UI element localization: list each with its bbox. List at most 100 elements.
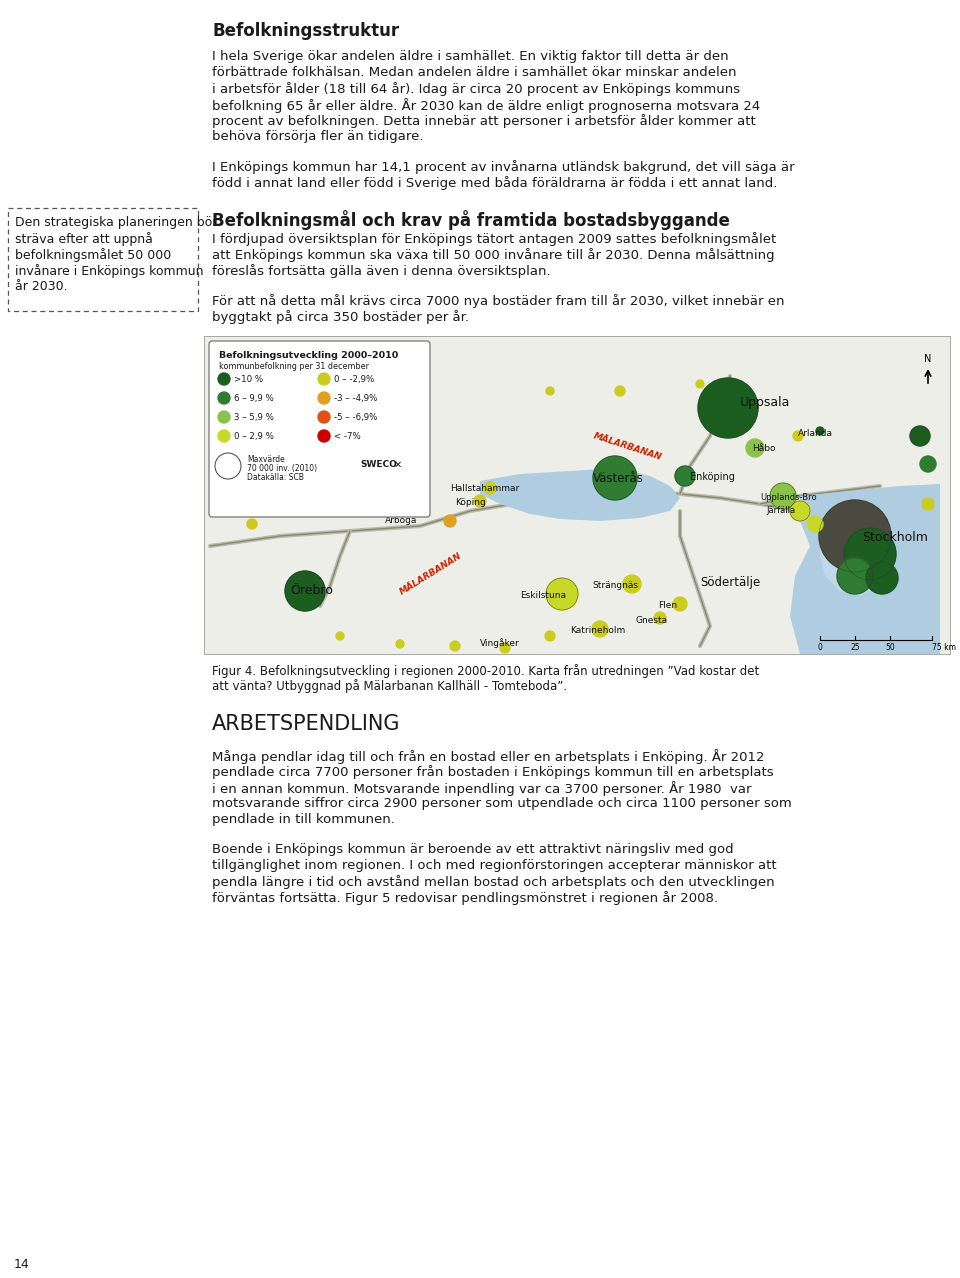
Circle shape: [450, 642, 460, 651]
Circle shape: [218, 373, 230, 385]
Circle shape: [356, 437, 364, 445]
Circle shape: [793, 431, 803, 441]
Polygon shape: [480, 468, 680, 521]
Circle shape: [318, 429, 330, 442]
Text: pendla längre i tid och avstånd mellan bostad och arbetsplats och den utveckling: pendla längre i tid och avstånd mellan b…: [212, 875, 775, 889]
Text: Köping: Köping: [455, 498, 486, 507]
Text: tillgänglighet inom regionen. I och med regionförstoringen accepterar människor : tillgänglighet inom regionen. I och med …: [212, 859, 777, 872]
Text: 25: 25: [851, 643, 860, 652]
Text: Vingåker: Vingåker: [480, 638, 519, 648]
Text: Den strategiska planeringen bör: Den strategiska planeringen bör: [15, 216, 217, 229]
Circle shape: [247, 519, 257, 529]
Circle shape: [474, 495, 486, 507]
Text: 50: 50: [885, 643, 895, 652]
Text: Befolkningsmål och krav på framtida bostadsbyggande: Befolkningsmål och krav på framtida bost…: [212, 210, 730, 230]
Text: byggtakt på circa 350 bostäder per år.: byggtakt på circa 350 bostäder per år.: [212, 311, 469, 323]
Circle shape: [285, 571, 325, 611]
Circle shape: [218, 392, 230, 404]
Text: pendlade in till kommunen.: pendlade in till kommunen.: [212, 813, 395, 826]
Text: befolkningsmålet 50 000: befolkningsmålet 50 000: [15, 248, 171, 262]
Text: Enköping: Enköping: [690, 472, 734, 482]
Text: MÄLARBANAN: MÄLARBANAN: [398, 551, 464, 597]
Text: Boende i Enköpings kommun är beroende av ett attraktivt näringsliv med god: Boende i Enköpings kommun är beroende av…: [212, 843, 733, 856]
Text: förbättrade folkhälsan. Medan andelen äldre i samhället ökar minskar andelen: förbättrade folkhälsan. Medan andelen äl…: [212, 66, 736, 79]
Circle shape: [396, 640, 404, 648]
Text: invånare i Enköpings kommun: invånare i Enköpings kommun: [15, 265, 204, 279]
Text: föreslås fortsätta gälla även i denna översiktsplan.: föreslås fortsätta gälla även i denna öv…: [212, 265, 551, 279]
Circle shape: [746, 440, 764, 458]
Circle shape: [336, 633, 344, 640]
Text: att vänta? Utbyggnad på Mälarbanan Kallhäll - Tomteboda”.: att vänta? Utbyggnad på Mälarbanan Kallh…: [212, 679, 567, 693]
Circle shape: [696, 380, 704, 389]
Circle shape: [218, 429, 230, 442]
Circle shape: [922, 498, 934, 510]
Circle shape: [593, 456, 637, 500]
Text: Örebro: Örebro: [290, 584, 333, 597]
Polygon shape: [790, 484, 940, 654]
Circle shape: [545, 631, 555, 642]
Circle shape: [673, 597, 687, 611]
Text: i en annan kommun. Motsvarande inpendling var ca 3700 personer. År 1980  var: i en annan kommun. Motsvarande inpendlin…: [212, 781, 752, 796]
Text: 0 – -2,9%: 0 – -2,9%: [334, 374, 374, 383]
Polygon shape: [820, 521, 890, 596]
Text: N: N: [924, 354, 932, 364]
Text: ARBETSPENDLING: ARBETSPENDLING: [212, 714, 400, 734]
Text: Stockholm: Stockholm: [862, 530, 928, 544]
Text: Arboga: Arboga: [385, 516, 418, 525]
Text: att Enköpings kommun ska växa till 50 000 invånare till år 2030. Denna målsättni: att Enköpings kommun ska växa till 50 00…: [212, 248, 775, 262]
Text: Katrineholm: Katrineholm: [570, 626, 625, 635]
Text: i arbetsför ålder (18 till 64 år). Idag är circa 20 procent av Enköpings kommuns: i arbetsför ålder (18 till 64 år). Idag …: [212, 82, 740, 96]
Text: I hela Sverige ökar andelen äldre i samhället. En viktig faktor till detta är de: I hela Sverige ökar andelen äldre i samh…: [212, 50, 729, 63]
Text: år 2030.: år 2030.: [15, 280, 67, 293]
Text: < -7%: < -7%: [334, 432, 361, 441]
Text: För att nå detta mål krävs circa 7000 nya bostäder fram till år 2030, vilket inn: För att nå detta mål krävs circa 7000 ny…: [212, 294, 784, 308]
Text: SWECO: SWECO: [360, 460, 396, 469]
Text: 0: 0: [818, 643, 823, 652]
Text: Västerås: Västerås: [593, 472, 644, 484]
Text: motsvarande siffror circa 2900 personer som utpendlade och circa 1100 personer s: motsvarande siffror circa 2900 personer …: [212, 797, 792, 810]
Circle shape: [920, 456, 936, 472]
Text: Håbo: Håbo: [752, 443, 776, 452]
Circle shape: [819, 500, 891, 573]
Text: Figur 4. Befolkningsutveckling i regionen 2000-2010. Karta från utredningen ”Vad: Figur 4. Befolkningsutveckling i regione…: [212, 665, 759, 677]
Text: Flen: Flen: [658, 601, 677, 610]
Text: -5 – -6,9%: -5 – -6,9%: [334, 413, 377, 422]
Circle shape: [444, 515, 456, 527]
Circle shape: [816, 427, 824, 435]
Text: Södertälje: Södertälje: [700, 576, 760, 589]
Text: pendlade circa 7700 personer från bostaden i Enköpings kommun till en arbetsplat: pendlade circa 7700 personer från bostad…: [212, 766, 774, 780]
Bar: [204, 336, 950, 654]
Text: född i annat land eller född i Sverige med båda föräldrarna är födda i ett annat: född i annat land eller född i Sverige m…: [212, 176, 778, 190]
Circle shape: [844, 528, 896, 580]
Circle shape: [675, 466, 695, 486]
Text: 0 – 2,9 %: 0 – 2,9 %: [234, 432, 274, 441]
Text: I fördjupad översiktsplan för Enköpings tätort antagen 2009 sattes befolkningsmå: I fördjupad översiktsplan för Enköpings …: [212, 233, 777, 245]
FancyBboxPatch shape: [209, 341, 430, 518]
Text: 3 – 5,9 %: 3 – 5,9 %: [234, 413, 274, 422]
Circle shape: [615, 386, 625, 396]
Text: sträva efter att uppnå: sträva efter att uppnå: [15, 233, 153, 245]
Circle shape: [910, 426, 930, 446]
Circle shape: [484, 482, 496, 495]
Text: 70 000 inv. (2010): 70 000 inv. (2010): [247, 464, 317, 473]
Circle shape: [500, 643, 510, 653]
Text: -3 – -4,9%: -3 – -4,9%: [334, 394, 377, 403]
Text: Befolkningsstruktur: Befolkningsstruktur: [212, 22, 399, 40]
Text: 6 – 9,9 %: 6 – 9,9 %: [234, 394, 274, 403]
Circle shape: [368, 497, 376, 505]
Text: procent av befolkningen. Detta innebär att personer i arbetsför ålder kommer att: procent av befolkningen. Detta innebär a…: [212, 114, 756, 128]
Text: Arlanda: Arlanda: [798, 429, 833, 438]
Text: befolkning 65 år eller äldre. År 2030 kan de äldre enligt prognoserna motsvara 2: befolkning 65 år eller äldre. År 2030 ka…: [212, 98, 760, 112]
Text: Maxvärde: Maxvärde: [247, 455, 285, 464]
Text: Upplands-Bro: Upplands-Bro: [760, 493, 817, 502]
Circle shape: [623, 575, 641, 593]
Text: förväntas fortsätta. Figur 5 redovisar pendlingsmönstret i regionen år 2008.: förväntas fortsätta. Figur 5 redovisar p…: [212, 891, 718, 905]
Circle shape: [807, 516, 823, 532]
Text: Befolkningsutveckling 2000–2010: Befolkningsutveckling 2000–2010: [219, 351, 398, 360]
Text: Eskilstuna: Eskilstuna: [520, 590, 566, 599]
Circle shape: [790, 501, 810, 521]
Circle shape: [318, 412, 330, 423]
Text: ✕: ✕: [394, 460, 402, 470]
Text: kommunbefolkning per 31 december: kommunbefolkning per 31 december: [219, 362, 369, 371]
Circle shape: [546, 387, 554, 395]
